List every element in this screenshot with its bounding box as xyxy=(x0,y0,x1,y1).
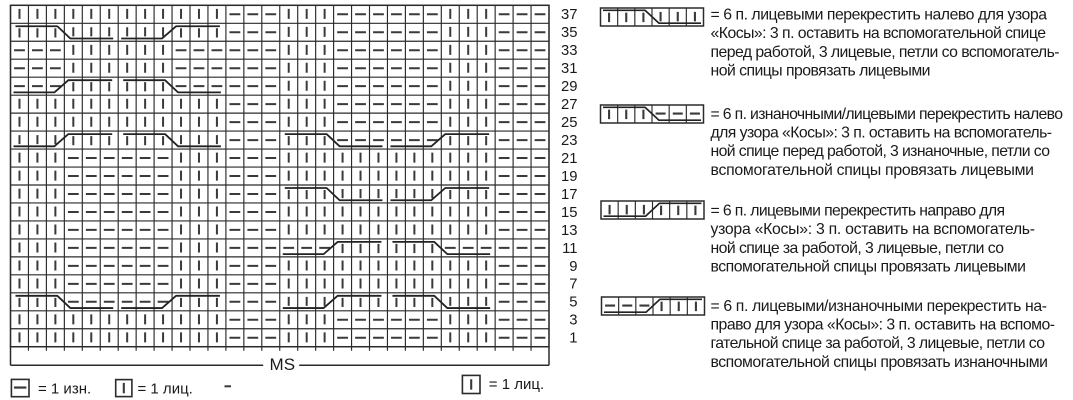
svg-text:17: 17 xyxy=(561,187,577,203)
svg-text:5: 5 xyxy=(569,295,577,311)
svg-text:ной спице за работой, 3 лицевы: ной спице за работой, 3 лицевые, петли с… xyxy=(711,240,1005,257)
svg-text:23: 23 xyxy=(561,133,577,149)
svg-text:= 6 п. лицевыми/изнаночными пе: = 6 п. лицевыми/изнаночными перекрестить… xyxy=(711,298,1048,315)
svg-text:ной спице перед работой, 3 изн: ной спице перед работой, 3 изнаночные, п… xyxy=(711,143,1051,160)
svg-text:гательной спице за работой, 3: гательной спице за работой, 3 лицевые, п… xyxy=(711,335,1046,352)
svg-text:27: 27 xyxy=(561,97,577,113)
svg-text:3: 3 xyxy=(569,313,577,329)
svg-text:29: 29 xyxy=(561,79,577,95)
svg-text:15: 15 xyxy=(561,205,577,221)
svg-text:= 1 изн.: = 1 изн. xyxy=(38,380,91,397)
svg-text:вспомогательной спицы провязат: вспомогательной спицы провязать лицевыми xyxy=(711,258,1027,275)
svg-text:= 6 п. лицевыми перекрестить н: = 6 п. лицевыми перекрестить налево для … xyxy=(711,7,1048,24)
svg-text:перед работой, 3 лицевые, петл: перед работой, 3 лицевые, петли со вспом… xyxy=(711,44,1060,61)
svg-text:= 6 п. изнаночными/лицевыми пе: = 6 п. изнаночными/лицевыми перекрестить… xyxy=(711,106,1064,123)
svg-text:37: 37 xyxy=(561,7,577,23)
svg-text:= 1 лиц.: = 1 лиц. xyxy=(138,380,193,397)
svg-text:1: 1 xyxy=(569,331,577,347)
svg-text:вспомогательной спицы провязат: вспомогательной спицы провязать лицевыми xyxy=(711,162,1035,179)
svg-text:21: 21 xyxy=(561,151,577,167)
svg-text:13: 13 xyxy=(561,223,577,239)
svg-text:вспомогательной спицы провязат: вспомогательной спицы провязать изнаночн… xyxy=(711,354,1049,371)
svg-text:33: 33 xyxy=(561,43,577,59)
svg-text:7: 7 xyxy=(569,277,577,293)
svg-text:25: 25 xyxy=(561,115,577,131)
svg-text:11: 11 xyxy=(562,241,577,257)
svg-text:MS: MS xyxy=(270,355,296,374)
svg-text:для узора «Косы»: 3 п. оставит: для узора «Косы»: 3 п. оставить на вспом… xyxy=(711,125,1053,142)
svg-text:19: 19 xyxy=(561,169,577,185)
svg-text:право для узора «Косы»: 3 п. о: право для узора «Косы»: 3 п. оставить на… xyxy=(711,317,1056,334)
svg-text:31: 31 xyxy=(561,61,577,77)
svg-text:«Косы»: 3 п. оставить на вспом: «Косы»: 3 п. оставить на вспомогательной… xyxy=(711,25,1047,42)
svg-text:= 1 лиц.: = 1 лиц. xyxy=(489,376,544,393)
svg-text:= 6 п. лицевыми перекрестить н: = 6 п. лицевыми перекрестить направо для xyxy=(711,203,1006,220)
svg-text:узора «Косы»: 3 п. оставить на: узора «Косы»: 3 п. оставить на вспомогат… xyxy=(711,221,1036,238)
svg-text:ной спицы провязать лицевыми: ной спицы провязать лицевыми xyxy=(711,62,931,79)
svg-text:35: 35 xyxy=(561,25,577,41)
svg-text:9: 9 xyxy=(569,259,577,275)
